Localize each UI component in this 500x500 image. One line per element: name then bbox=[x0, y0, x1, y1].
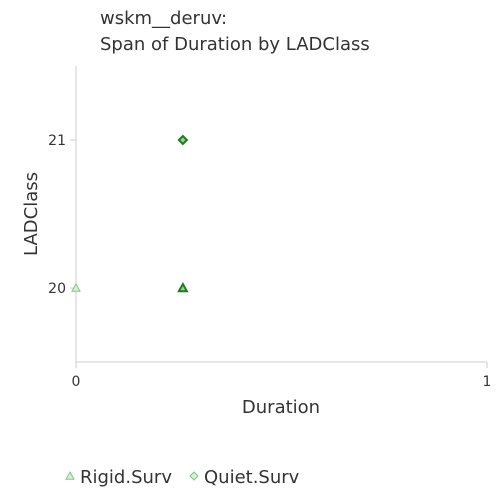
legend-marker-1 bbox=[189, 471, 199, 481]
legend-label-1: Quiet.Surv bbox=[204, 467, 300, 488]
y-axis-label: LADClass bbox=[21, 172, 42, 256]
data-point-quiet-surv-0 bbox=[177, 134, 189, 146]
x-tick-label: 1 bbox=[483, 374, 492, 390]
data-points bbox=[71, 134, 189, 293]
legend-label-0: Rigid.Surv bbox=[80, 467, 172, 488]
y-tick-label: 20 bbox=[48, 281, 66, 297]
chart-title-line-2: Span of Duration by LADClass bbox=[100, 34, 370, 55]
data-point-rigid-surv-0 bbox=[71, 282, 81, 292]
chart-title-line-1: wskm__deruv: bbox=[100, 8, 227, 29]
axes bbox=[75, 66, 487, 363]
y-tick-label: 21 bbox=[48, 133, 66, 149]
ticks: 20 21 0 1 bbox=[48, 133, 491, 390]
x-tick-label: 0 bbox=[72, 374, 81, 390]
x-axis-label: Duration bbox=[242, 397, 320, 418]
data-point-rigid-surv-1 bbox=[177, 281, 189, 293]
legend: Rigid.Surv Quiet.Surv bbox=[65, 467, 300, 488]
legend-marker-0 bbox=[65, 470, 75, 480]
